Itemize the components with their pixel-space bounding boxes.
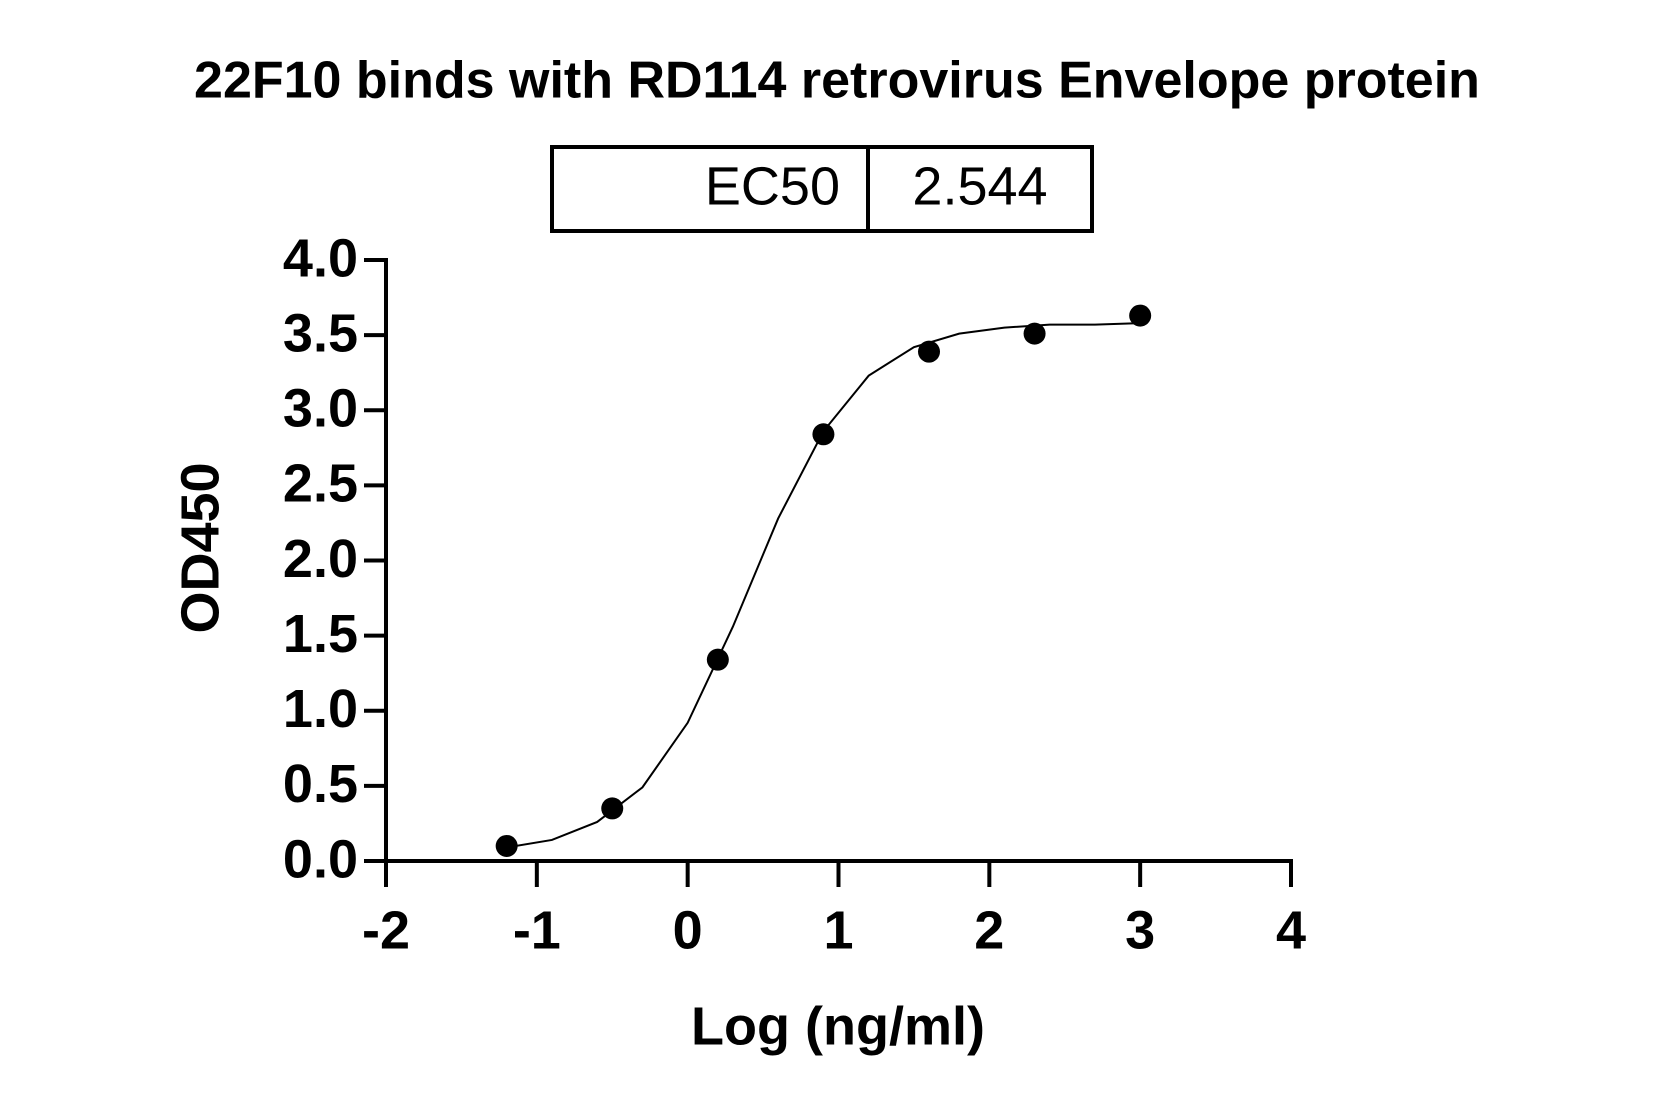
ec50-value: 2.544	[912, 156, 1047, 216]
y-tick-label: 3.0	[283, 379, 358, 439]
y-tick-label: 0.0	[283, 829, 358, 889]
fit-curve	[506, 322, 1141, 849]
data-point	[495, 834, 518, 857]
x-tick-label: 4	[1276, 900, 1306, 960]
y-tick-label: 3.5	[283, 303, 358, 363]
data-point	[601, 797, 624, 820]
x-axis-label: Log (ng/ml)	[691, 996, 985, 1056]
y-tick-label: 2.5	[283, 454, 358, 514]
y-axis-label: OD450	[170, 462, 230, 633]
y-tick-label: 1.0	[283, 679, 358, 739]
data-point	[918, 340, 940, 363]
x-tick-label: -2	[362, 900, 410, 960]
data-point	[1023, 322, 1046, 345]
data-point	[1129, 304, 1152, 327]
x-tick-label: 1	[823, 900, 853, 960]
y-tick-label: 4.0	[283, 228, 358, 288]
x-tick-label: 0	[673, 900, 703, 960]
y-tick-label: 2.0	[283, 529, 358, 589]
ec50-box	[550, 145, 1094, 233]
data-point	[812, 423, 835, 446]
y-tick-label: 0.5	[283, 754, 358, 814]
y-tick-label: 1.5	[283, 604, 358, 664]
chart-title: 22F10 binds with RD114 retrovirus Envelo…	[194, 52, 1480, 110]
data-point	[706, 648, 729, 671]
ec50-label: EC50	[705, 156, 840, 216]
x-tick-label: 3	[1125, 900, 1155, 960]
x-tick-label: -1	[513, 900, 561, 960]
x-tick-label: 2	[974, 900, 1004, 960]
